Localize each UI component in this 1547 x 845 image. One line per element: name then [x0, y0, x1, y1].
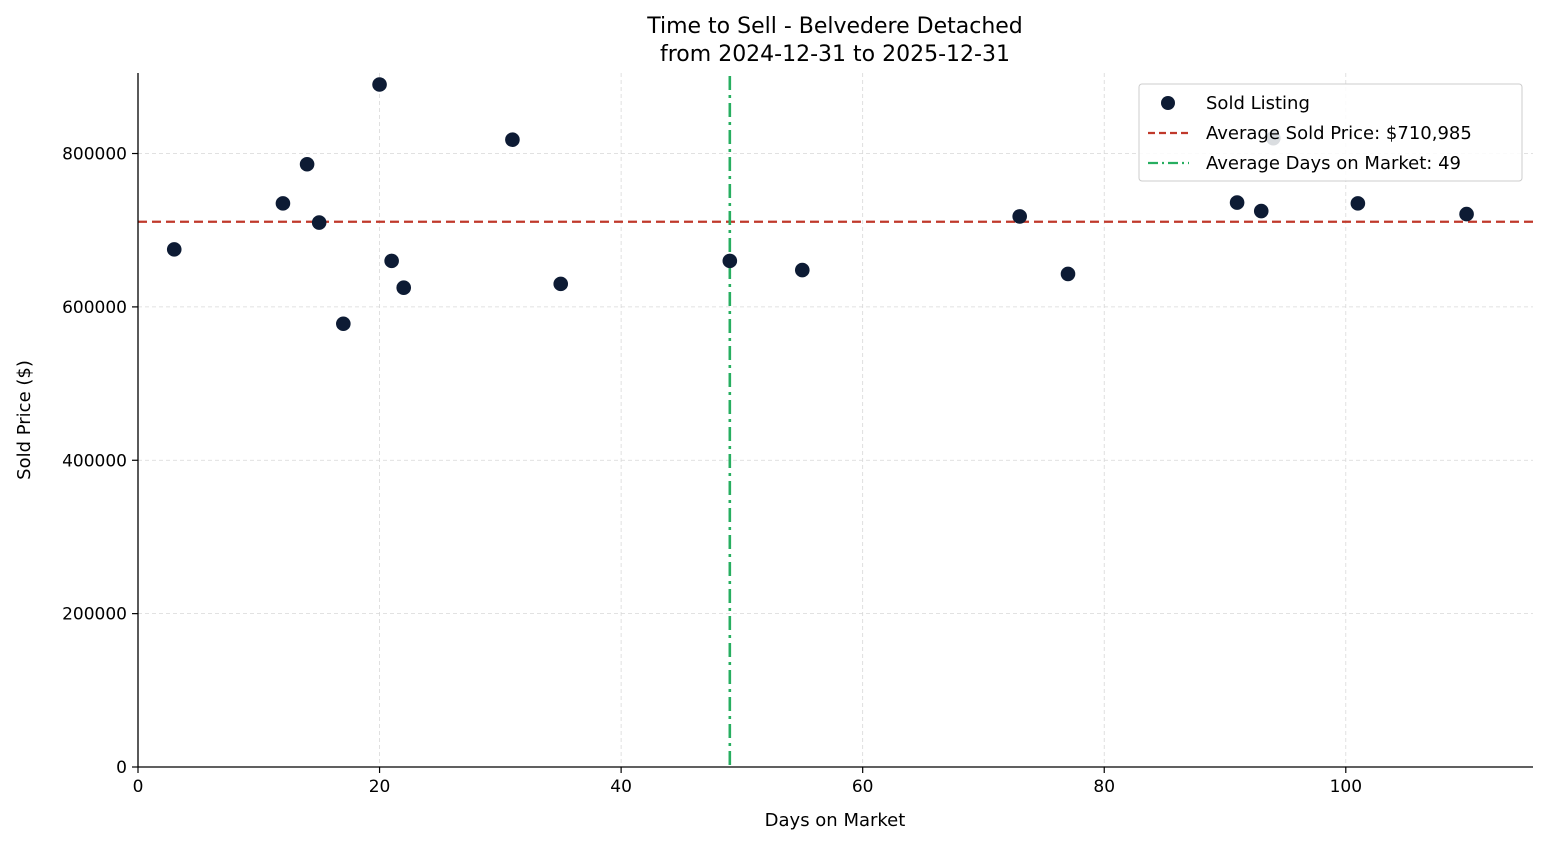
legend-marker-sold-listing [1161, 96, 1175, 110]
sold-listing-point [299, 156, 315, 172]
sold-listing-point [1012, 209, 1027, 224]
x-axis-label: Days on Market [765, 810, 906, 831]
legend-label-avg-price: Average Sold Price: $710,985 [1206, 123, 1472, 144]
sold-listing-point [505, 132, 520, 148]
legend: Sold Listing Average Sold Price: $710,98… [1138, 83, 1523, 182]
y-tick-label: 200000 [62, 605, 127, 625]
y-tick-label: 600000 [62, 298, 127, 318]
sold-listing-point [553, 276, 569, 292]
x-axis-ticks: 0 20 40 60 80 100 [133, 767, 1362, 797]
sold-listing-point [336, 316, 351, 332]
y-tick-label: 800000 [62, 145, 127, 165]
y-tick-label: 400000 [62, 451, 127, 471]
x-tick-label: 80 [1093, 777, 1115, 797]
y-axis-ticks: 0 200000 400000 600000 800000 [62, 145, 138, 778]
sold-listing-point [275, 196, 291, 211]
x-tick-label: 100 [1330, 777, 1362, 797]
sold-listing-point [1350, 196, 1366, 211]
sold-listing-point [311, 215, 327, 230]
sold-listing-point [396, 280, 412, 296]
sold-listing-point [794, 262, 810, 278]
sold-listing-point [384, 253, 399, 269]
sold-listing-point [1459, 206, 1474, 222]
x-tick-label: 40 [610, 777, 632, 797]
x-tick-label: 0 [133, 777, 144, 797]
y-tick-label: 0 [116, 758, 127, 778]
y-axis-label: Sold Price ($) [14, 360, 35, 480]
legend-label-sold-listing: Sold Listing [1206, 93, 1310, 114]
reference-lines [138, 76, 1533, 767]
x-tick-label: 60 [852, 777, 874, 797]
sold-listing-point [722, 253, 738, 269]
sold-listing-point [1060, 266, 1076, 282]
chart-title: Time to Sell - Belvedere Detached [646, 14, 1023, 39]
x-tick-label: 20 [369, 777, 391, 797]
sold-listing-point [372, 77, 387, 92]
sold-listing-point [1229, 195, 1245, 210]
legend-box [1138, 83, 1523, 182]
sold-listing-point [166, 242, 182, 257]
legend-label-avg-days: Average Days on Market: 49 [1206, 153, 1461, 174]
sold-listing-point [1253, 203, 1269, 219]
chart-subtitle: from 2024-12-31 to 2025-12-31 [660, 42, 1010, 67]
